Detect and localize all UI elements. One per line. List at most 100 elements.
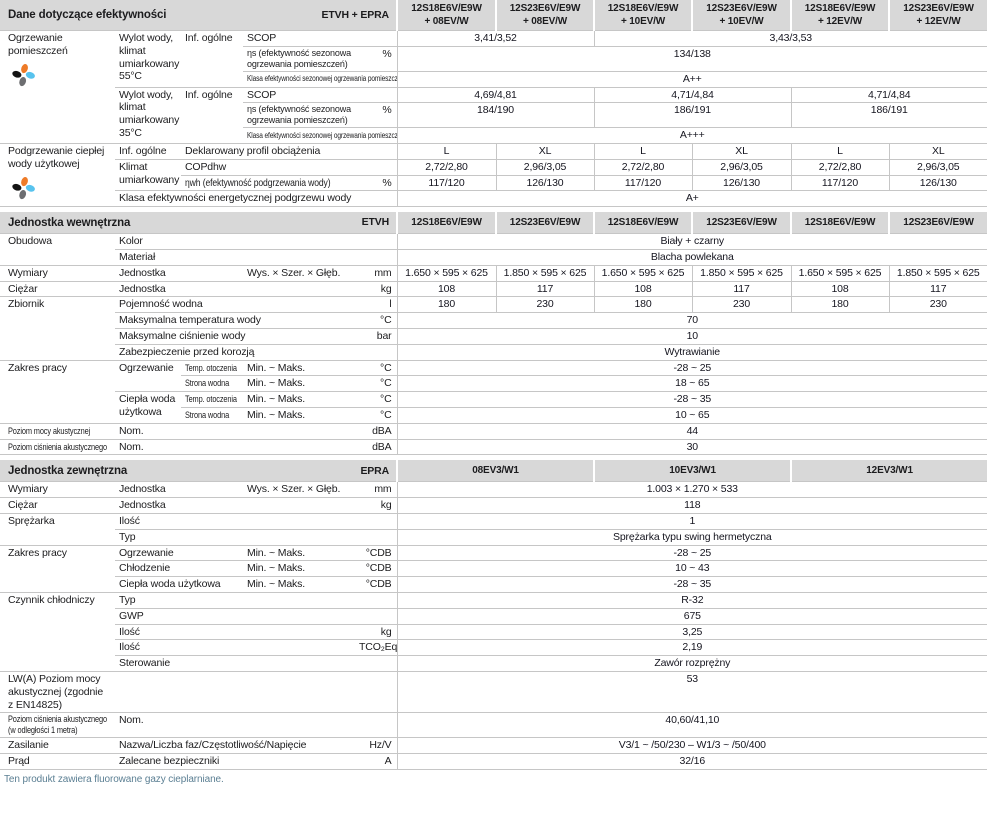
cell-text: ηs (efektywność sezonowa ogrzewania pomie… xyxy=(247,104,351,126)
unit-cell: % xyxy=(355,46,397,72)
value-cell: 184/190 xyxy=(396,102,594,129)
table-row: Czynnik chłodniczy Typ R-32 xyxy=(0,592,987,672)
cell-text: Typ xyxy=(119,530,136,543)
label-cell: Jednostka xyxy=(115,281,356,298)
label-cell: Wylot wody, klimat umiarkowany 35°C xyxy=(115,87,181,145)
value-cell: 10 ~ 43 xyxy=(396,560,987,578)
value-cell: L xyxy=(593,143,692,160)
cell-text: ηwh (efektywność podgrzewania wody) xyxy=(185,176,331,189)
model-header: 12S23E6V/E9W + 08EV/W xyxy=(495,0,594,31)
table-row: Wymiary Jednostka Wys. × Szer. × Głęb. mm 1.… xyxy=(0,265,987,282)
value-cell: 1.650 × 595 × 625 xyxy=(790,265,890,282)
unit-cell: Hz/V xyxy=(355,737,398,755)
cell-text: Podgrzewanie ciepłej wody użytkowej xyxy=(8,145,105,170)
spec-table-efficiency: Dane dotyczące efektywności ETVH + EPRA 12… xyxy=(0,0,987,208)
cell-text: Jednostka xyxy=(119,483,166,496)
value-cell: 3,43/3,53 xyxy=(593,30,987,47)
cell-text: Klasa efektywności sezonowej ogrzewania … xyxy=(247,74,397,84)
table-row: Wylot wody, klimat umiarkowany 35°C Inf. … xyxy=(0,87,987,145)
unit-cell: dBA xyxy=(355,423,398,440)
label-cell: Inf. ogólne xyxy=(115,143,181,160)
value-cell: 18 ~ 65 xyxy=(396,375,987,393)
value-cell: 117/120 xyxy=(790,175,889,192)
cell-text: Jednostka xyxy=(119,282,166,295)
cell-text: 4,71/4,84 xyxy=(868,88,911,101)
unit-cell: °CDB xyxy=(355,545,398,562)
label-cell: Zalecane bezpieczniki xyxy=(115,753,356,770)
cell-text: SCOP xyxy=(247,88,277,101)
value-cell: A+ xyxy=(396,190,987,208)
value-cell: 53 xyxy=(396,671,987,714)
table-row: Zabezpieczenie przed korozją Wytrawianie xyxy=(0,344,987,361)
unit-cell: TCO₂Eq xyxy=(355,639,398,657)
cell-text: 117/120 xyxy=(821,176,859,189)
table-row: Maksymalna temperatura wody °C 70 xyxy=(0,312,987,330)
label-cell: Maksymalna temperatura wody xyxy=(115,312,356,330)
table-row: Strona wodna Min. ~ Maks. °C 18 ~ 65 xyxy=(0,375,987,393)
value-cell: 2,72/2,80 xyxy=(790,159,889,176)
cell-text: Sterowanie xyxy=(119,657,171,670)
unit-cell: dBA xyxy=(355,439,398,456)
label-cell: Jednostka xyxy=(115,481,244,499)
label-cell: Min. ~ Maks. xyxy=(243,560,356,578)
cell-text: 230 xyxy=(929,298,947,311)
value-cell: Wytrawianie xyxy=(396,344,987,361)
table-row: Sprężarka Ilość 1 xyxy=(0,513,987,546)
cell-text: Typ xyxy=(119,593,136,606)
cell-text: 2,19 xyxy=(682,641,703,654)
value-cell: 40,60/41,10 xyxy=(396,712,987,739)
label-cell: Klasa efektywności sezonowej ogrzewania … xyxy=(243,127,397,145)
table-row: Chłodzenie Min. ~ Maks. °CDB 10 ~ 43 xyxy=(0,560,987,578)
seasonal-efficiency-flower-icon xyxy=(12,176,35,199)
label-cell: Wys. × Szer. × Głęb. xyxy=(243,481,356,499)
cell-text: Strona wodna xyxy=(185,378,230,389)
unit-cell: °C xyxy=(355,391,398,409)
spec-table-indoor: Jednostka wewnętrzna ETVH 12S18E6V/E9W 12S2… xyxy=(0,212,987,456)
cell-text: 4,69/4,81 xyxy=(474,88,517,101)
cell-text: SCOP xyxy=(247,32,277,44)
value-cell: 44 xyxy=(396,423,987,440)
cell-text: 108 xyxy=(634,282,652,295)
cell-text: Zakres pracy xyxy=(8,546,67,559)
cell-text: XL xyxy=(735,145,748,158)
label-cell: Ciepła woda użytkowa xyxy=(115,391,181,424)
unit-cell: bar xyxy=(355,328,398,345)
cell-text: 117 xyxy=(733,282,750,295)
value-cell: 3,25 xyxy=(396,624,987,641)
cell-text: L xyxy=(443,145,450,158)
label-cell: Typ xyxy=(115,592,398,609)
label-cell: Nom. xyxy=(115,439,356,456)
value-cell: 1.650 × 595 × 625 xyxy=(593,265,693,282)
cell-text: 184/190 xyxy=(477,104,514,117)
model-header: 12S18E6V/E9W + 12EV/W xyxy=(790,0,889,31)
cell-text: Sprężarka xyxy=(8,515,55,527)
cell-text: 70 xyxy=(686,314,699,327)
cell-text: L xyxy=(640,145,646,158)
cell-text: Deklarowany profil obciążenia xyxy=(185,145,321,158)
cell-text: 108 xyxy=(437,282,456,295)
model-header: 10EV3/W1 xyxy=(593,460,792,483)
label-cell: Nom. xyxy=(115,712,398,739)
value-cell: 675 xyxy=(396,608,987,625)
unit-cell: A xyxy=(355,753,398,770)
cell-text: Jednostka xyxy=(119,266,166,279)
section-header-row: Jednostka zewnętrzna EPRA 08EV3/W1 10EV3/W1… xyxy=(0,460,987,483)
cell-text: 117/120 xyxy=(624,176,662,189)
value-cell: 180 xyxy=(790,296,890,314)
cell-text: Ilość xyxy=(119,625,140,638)
model-header: 12S23E6V/E9W xyxy=(691,212,792,235)
value-cell: -28 ~ 35 xyxy=(396,576,987,593)
unit-cell: °CDB xyxy=(355,560,398,578)
model-header: 08EV3/W1 xyxy=(396,460,595,483)
value-cell: 126/130 xyxy=(495,175,594,192)
cell-text: Nom. xyxy=(119,440,144,453)
value-cell: A++ xyxy=(396,71,987,88)
value-cell: 1.850 × 595 × 625 xyxy=(888,265,987,282)
value-cell: 32/16 xyxy=(396,753,987,770)
label-cell: Ilość xyxy=(115,513,398,530)
label-cell: Typ xyxy=(115,529,398,546)
cell-text: Biały + czarny xyxy=(660,235,725,248)
value-cell: 2,96/3,05 xyxy=(888,159,987,176)
cell-text: 134/138 xyxy=(673,47,711,60)
label-cell: Min. ~ Maks. xyxy=(243,545,356,562)
